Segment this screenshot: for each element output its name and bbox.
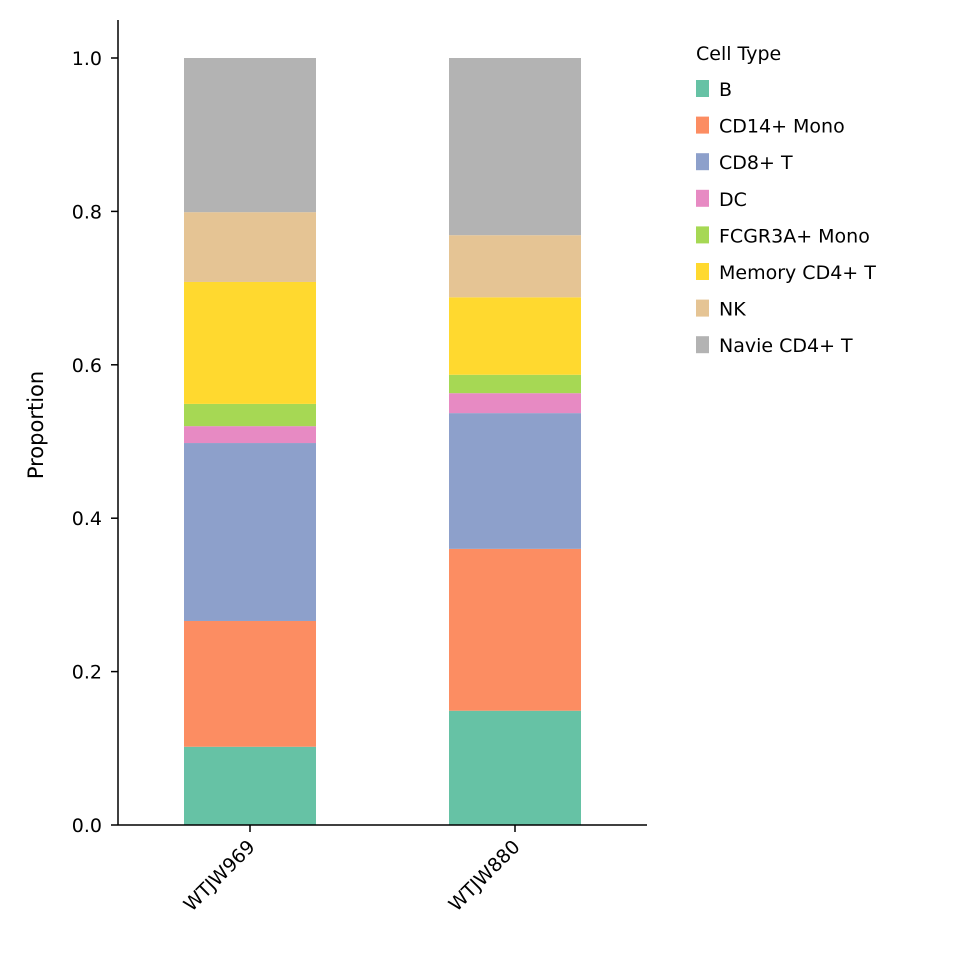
- legend-swatch: [696, 80, 709, 97]
- bar-segment-WTJW969-cd14-mono: [184, 620, 316, 747]
- bar-segment-WTJW880-b: [449, 710, 581, 825]
- legend-swatch: [696, 263, 709, 280]
- legend-label: Memory CD4+ T: [719, 262, 876, 284]
- y-tick-label: 1.0: [72, 48, 102, 70]
- x-ticks: WTJW969 WTJW880: [180, 825, 525, 916]
- bar-segment-WTJW969-b: [184, 746, 316, 825]
- bar-segment-WTJW880-memory-cd4-t: [449, 297, 581, 375]
- y-tick-label: 0.2: [72, 662, 102, 684]
- legend-swatch: [696, 189, 709, 207]
- legend-label: B: [719, 79, 732, 101]
- bar-segment-WTJW969-memory-cd4-t: [184, 281, 316, 404]
- legend-swatch: [696, 336, 709, 354]
- legend-swatch: [696, 116, 709, 134]
- y-axis-label: Proportion: [24, 371, 48, 479]
- y-tick-label: 0.6: [72, 355, 102, 377]
- legend: Cell Type B CD14+ Mono CD8+ T DC FCGR3A+ Mon…: [696, 43, 876, 357]
- axes-group: [117, 20, 647, 826]
- legend-label: CD8+ T: [719, 152, 793, 174]
- bar-segment-WTJW969-cd8-t: [184, 443, 316, 621]
- bar-segment-WTJW880-nk: [449, 235, 581, 298]
- bar-segment-WTJW969-nk: [184, 212, 316, 282]
- x-tick-label: WTJW880: [445, 836, 525, 916]
- legend-label: FCGR3A+ Mono: [719, 225, 870, 247]
- bar-segment-WTJW969-dc: [184, 426, 316, 444]
- bar-segment-WTJW880-navie-cd4-t: [449, 58, 581, 236]
- bar-segment-WTJW880-cd8-t: [449, 413, 581, 549]
- y-ticks: 0.0 0.2 0.4 0.6 0.8 1.0: [72, 48, 118, 837]
- legend-label: DC: [719, 189, 747, 211]
- legend-label: Navie CD4+ T: [719, 335, 853, 357]
- y-tick-label: 0.8: [72, 201, 102, 223]
- bars-group: [184, 58, 581, 825]
- bar-segment-WTJW880-cd14-mono: [449, 548, 581, 711]
- x-tick-label: WTJW969: [180, 836, 260, 916]
- legend-swatch: [696, 299, 709, 317]
- bar-segment-WTJW880-dc: [449, 393, 581, 414]
- bar-segment-WTJW969-fcgr3a-mono: [184, 403, 316, 427]
- bar-segment-WTJW880-fcgr3a-mono: [449, 374, 581, 394]
- legend-label: CD14+ Mono: [719, 116, 845, 138]
- legend-swatch: [696, 153, 709, 171]
- bar-segment-WTJW969-navie-cd4-t: [184, 58, 316, 213]
- y-tick-label: 0.0: [72, 815, 102, 837]
- legend-swatch: [696, 226, 709, 244]
- y-tick-label: 0.4: [72, 508, 102, 530]
- legend-title: Cell Type: [696, 43, 781, 65]
- legend-label: NK: [719, 299, 746, 321]
